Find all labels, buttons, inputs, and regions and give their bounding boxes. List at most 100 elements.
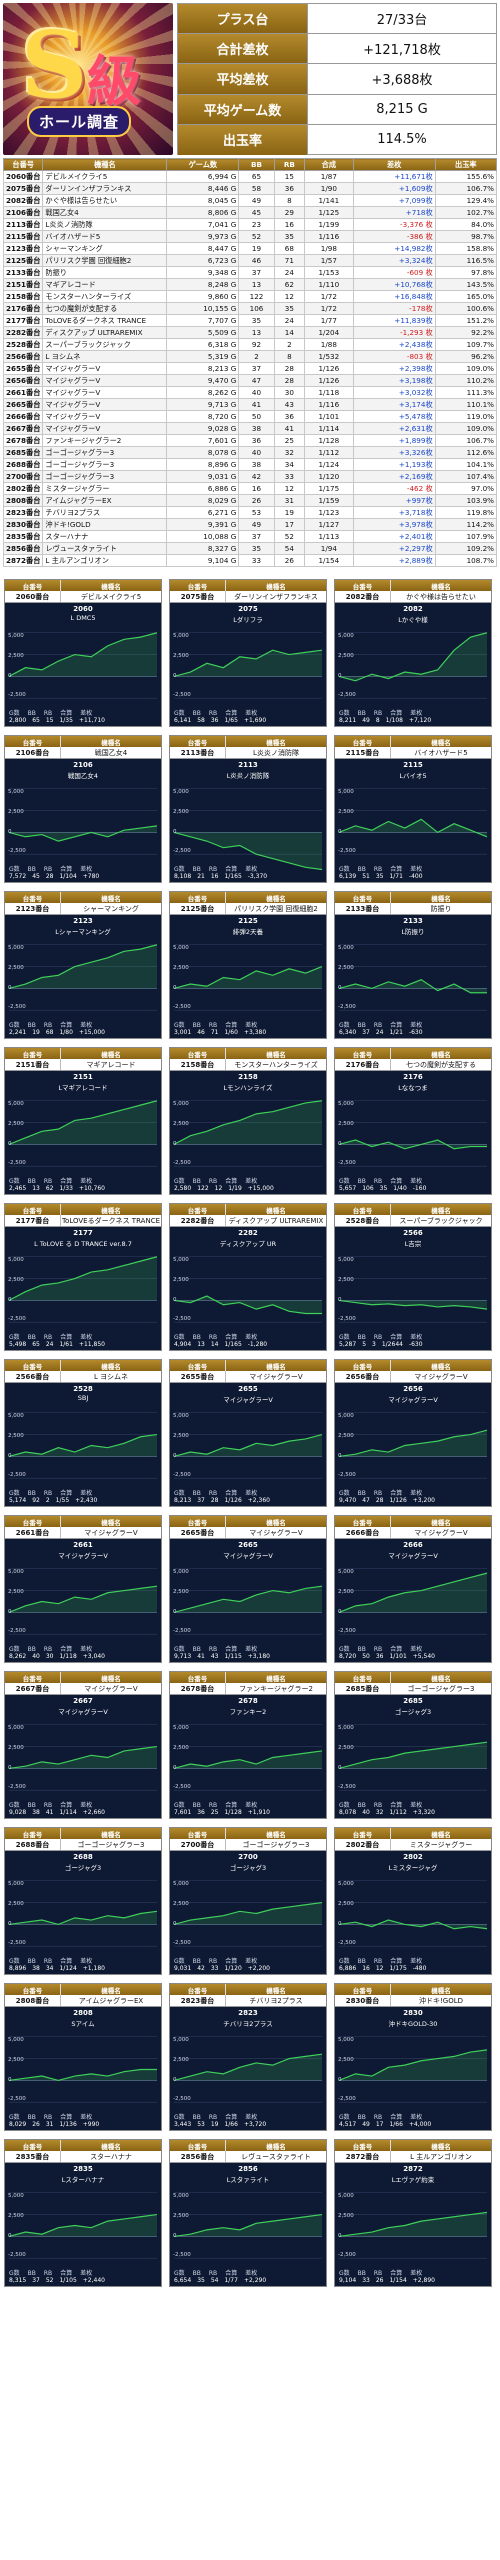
machine-card[interactable]: 台番号 機種名 2667番台 マイジャグラーV 2667 マイジャグラーV 5,000 2,5… [4,1671,162,1819]
table-row[interactable]: 2666番台 マイジャグラーV 8,720 G 50 36 1/101 +5,478枚 119… [2,410,498,423]
table-row[interactable]: 2113番台 L炎炎ノ消防隊 7,041 G 23 16 1/199 -3,376 枚 84.… [2,218,498,231]
table-cell: ディスクアップ ULTRAREMIX [42,326,168,339]
card-header: 台番号 機種名 [5,1048,161,1059]
stat-label: 合算 [390,2270,403,2277]
table-row[interactable]: 2123番台 シャーマンキング 8,447 G 19 68 1/98 +14,982枚 158… [2,242,498,255]
stat-value: 5,174 [9,1497,27,1504]
machine-card[interactable]: 台番号 機種名 2115番台 バイオハザード5 2115 Lバイオ5 5,000 2,500 0… [334,735,492,883]
machine-card[interactable]: 台番号 機種名 2688番台 ゴーゴージャグラー3 2688 ゴージャグ3 5,000 2,5… [4,1827,162,1975]
graph-stats-labels: G数 BB RB 合算 差枚 [339,1646,491,1653]
table-row[interactable]: 2688番台 ゴーゴージャグラー3 8,896 G 38 34 1/124 +1,193枚 1… [2,458,498,471]
graph-stats: G数 BB RB 合算 差枚 4,517 49 17 1/66 +4,000 [335,2114,491,2128]
table-cell: 24 [273,314,306,327]
machine-card[interactable]: 台番号 機種名 2125番台 パリリスク学園 回復細胞2 2125 緋弾2天養 5,000 2… [169,891,327,1039]
graph-machine-no: 2125 [238,917,258,925]
card-header: 台番号 機種名 [5,892,161,903]
machine-card[interactable]: 台番号 機種名 2177番台 ToLOVEるダークネス TRANCE 2177 L ToL… [4,1203,162,1351]
machine-card[interactable]: 台番号 機種名 2830番台 沖ドキ!GOLD 2830 沖ドキGOLD-30 5,000 2… [334,1983,492,2131]
table-cell: 38 [238,458,275,471]
table-row[interactable]: 2835番台 スターハナナ 10,088 G 37 52 1/113 +2,401枚 107.… [2,530,498,543]
axis-label-zero: 0 [173,829,177,836]
machine-card[interactable]: 台番号 機種名 2282番台 ディスクアップ ULTRAREMIX 2282 ディスクアッ… [169,1203,327,1351]
machine-card[interactable]: 台番号 機種名 2872番台 L 主ルアンゴリオン 2872 Lエヴァゲ約束 5,000 2,… [334,2139,492,2287]
table-row[interactable]: 2115番台 バイオハザード5 9,973 G 52 35 1/116 -386 枚 98.7… [2,230,498,243]
banner-subtitle: ホール調査 [27,106,132,137]
table-row[interactable]: 2176番台 七つの魔剣が支配する 10,155 G 106 35 1/72 -178枚 10… [2,302,498,315]
card-info: 2151番台 マギアレコード [5,1059,161,1071]
machine-card[interactable]: 台番号 機種名 2566番台 L ヨシムネ 2528 SBJ 5,000 2,500 0 -2,5… [4,1359,162,1507]
axis-label-top: 5,000 [173,2036,189,2043]
stat-value: 19 [32,1029,40,1036]
table-cell: 92 [238,338,275,351]
graph-stats: G数 BB RB 合算 差枚 8,029 26 31 1/136 +990 [5,2114,161,2128]
table-row[interactable]: 2656番台 マイジャグラーV 9,470 G 47 28 1/126 +3,198枚 110… [2,374,498,387]
table-cell: 9,860 G [166,290,240,303]
table-row[interactable]: 2282番台 ディスクアップ ULTRAREMIX 5,509 G 13 14 1/204… [2,326,498,339]
table-row[interactable]: 2106番台 戦国乙女4 8,806 G 45 29 1/125 +718枚 102.7% [2,206,498,219]
slump-line [8,2068,157,2082]
table-row[interactable]: 2655番台 マイジャグラーV 8,213 G 37 28 1/126 +2,398枚 109… [2,362,498,375]
slump-graph-svg [8,1256,158,1323]
machine-card[interactable]: 台番号 機種名 2678番台 ファンキージャグラー2 2678 ファンキー2 5,000 2,… [169,1671,327,1819]
table-row[interactable]: 2075番台 ダーリンインザフランキス 8,446 G 58 36 1/90 +1,609枚… [2,182,498,195]
table-row[interactable]: 2158番台 モンスターハンターライズ 9,860 G 122 12 1/72 +16,84… [2,290,498,303]
table-row[interactable]: 2060番台 デビルメイクライ5 6,994 G 65 15 1/87 +11,671枚 15… [2,170,498,183]
slump-graph-svg [338,1100,487,1167]
table-row[interactable]: 2082番台 かぐや様は告らせたい 8,045 G 49 8 1/141 +7,099枚 12… [2,194,498,207]
card-machine-name: マイジャグラーV [414,1528,468,1537]
table-row[interactable]: 2808番台 アイムジャグラーEX 8,029 G 26 31 1/159 +997枚 103… [2,494,498,507]
graph-stats: G数 BB RB 合算 差枚 7,572 45 28 1/104 +780 [5,866,161,880]
machine-card[interactable]: 台番号 機種名 2082番台 かぐや様は告らせたい 2082 Lかぐや様 5,000 2,50… [334,579,492,727]
table-row[interactable]: 2700番台 ゴーゴージャグラー3 9,031 G 42 33 1/120 +2,169枚 1… [2,470,498,483]
machine-card[interactable]: 台番号 機種名 2823番台 チバリヨ2プラス 2823 チバリヨ2プラス 5,000 2,5… [169,1983,327,2131]
machine-card[interactable]: 台番号 機種名 2075番台 ダーリンインザフランキス 2075 Lダリフラ 5,000 2,… [169,579,327,727]
table-row[interactable]: 2566番台 L ヨシムネ 5,319 G 2 8 1/532 -803 枚 96.2% [2,350,498,363]
table-row[interactable]: 2667番台 マイジャグラーV 9,028 G 38 41 1/114 +2,631枚 109… [2,422,498,435]
table-cell: ミスタージャグラー [42,482,168,495]
table-cell: 116.5% [434,254,498,267]
machine-card[interactable]: 台番号 機種名 2655番台 マイジャグラーV 2655 マイジャグラーV 5,000 2,5… [169,1359,327,1507]
table-row[interactable]: 2685番台 ゴーゴージャグラー3 8,078 G 40 32 1/112 +3,326枚 1… [2,446,498,459]
machine-card[interactable]: 台番号 機種名 2158番台 モンスターハンターライズ 2158 Lモンハンライズ 5,00… [169,1047,327,1195]
machine-card[interactable]: 台番号 機種名 2656番台 マイジャグラーV 2656 マイジャグラーV 5,000 2,5… [334,1359,492,1507]
machine-card[interactable]: 台番号 機種名 2835番台 スターハナナ 2835 Lスターハナナ 5,000 2,500 0… [4,2139,162,2287]
machine-card[interactable]: 台番号 機種名 2856番台 レヴュースタァライト 2856 Lスタァライト 5,000 2,… [169,2139,327,2287]
table-cell: バイオハザード5 [42,230,168,243]
table-cell: 106.7% [434,182,498,195]
machine-card[interactable]: 台番号 機種名 2113番台 L炎炎ノ消防隊 2113 L炎炎ノ消防隊 5,000 2,500… [169,735,327,883]
table-row[interactable]: 2678番台 ファンキージャグラー2 7,601 G 36 25 1/128 +1,899枚… [2,434,498,447]
machine-card[interactable]: 台番号 機種名 2151番台 マギアレコード 2151 Lマギアレコード 5,000 2,50… [4,1047,162,1195]
machine-card[interactable]: 台番号 機種名 2528番台 スーパーブラックジャック 2566 L吉宗 5,000 2,50… [334,1203,492,1351]
machine-card[interactable]: 台番号 機種名 2665番台 マイジャグラーV 2665 マイジャグラーV 5,000 2,5… [169,1515,327,1663]
table-row[interactable]: 2665番台 マイジャグラーV 9,713 G 41 43 1/116 +3,174枚 110… [2,398,498,411]
axis-label-low: -2,500 [173,1003,191,1010]
table-row[interactable]: 2823番台 チバリヨ2プラス 6,271 G 53 19 1/123 +3,718枚 119… [2,506,498,519]
table-row[interactable]: 2125番台 パリリスク学園 回復細胞2 6,723 G 46 71 1/57 +3,324… [2,254,498,267]
table-row[interactable]: 2830番台 沖ドキ!GOLD 9,391 G 49 17 1/127 +3,978枚 114… [2,518,498,531]
machine-card[interactable]: 台番号 機種名 2700番台 ゴーゴージャグラー3 2700 ゴージャグ3 5,000 2,5… [169,1827,327,1975]
machine-card[interactable]: 台番号 機種名 2106番台 戦国乙女4 2106 戦国乙女4 5,000 2,500 0 -2,… [4,735,162,883]
machine-card[interactable]: 台番号 機種名 2802番台 ミスタージャグラー 2802 Lミスタージャグ 5,000 2,… [334,1827,492,1975]
table-row[interactable]: 2856番台 レヴュースタァライト 8,327 G 35 54 1/94 +2,297枚 10… [2,542,498,555]
card-machine-no: 2113番台 [170,747,226,758]
machine-card[interactable]: 台番号 機種名 2661番台 マイジャグラーV 2661 マイジャグラーV 5,000 2,5… [4,1515,162,1663]
machine-card[interactable]: 台番号 機種名 2666番台 マイジャグラーV 2666 マイジャグラーV 5,000 2,5… [334,1515,492,1663]
table-row[interactable]: 2177番台 ToLOVEるダークネス TRANCE 7,707 G 35 24 1/77… [2,314,498,327]
table-cell: 104.1% [434,458,498,471]
card-header-no: 台番号 [170,1048,226,1059]
slump-area [9,1434,157,1457]
machine-card[interactable]: 台番号 機種名 2808番台 アイムジャグラーEX 2808 Sアイム 5,000 2,500… [4,1983,162,2131]
table-row[interactable]: 2802番台 ミスタージャグラー 6,886 G 16 12 1/175 -462 枚 97.… [2,482,498,495]
machine-card[interactable]: 台番号 機種名 2685番台 ゴーゴージャグラー3 2685 ゴージャグ3 5,000 2,5… [334,1671,492,1819]
table-cell: 1/98 [304,242,354,255]
machine-card[interactable]: 台番号 機種名 2133番台 防振り 2133 L防振り 5,000 2,500 0 -2,500… [334,891,492,1039]
table-row[interactable]: 2528番台 スーパーブラックジャック 6,318 G 92 2 1/88 +2,438枚 1… [2,338,498,351]
table-row[interactable]: 2872番台 L 主ルアンゴリオン 9,104 G 33 26 1/154 +2,889枚 1… [2,554,498,567]
machine-card[interactable]: 台番号 機種名 2123番台 シャーマンキング 2123 Lシャーマンキング 5,000 2,… [4,891,162,1039]
table-row[interactable]: 2151番台 マギアレコード 8,248 G 13 62 1/110 +10,768枚 143… [2,278,498,291]
table-row[interactable]: 2133番台 防振り 9,348 G 37 24 1/153 -609 枚 97.8% [2,266,498,279]
stat-value: 7,601 [174,1809,192,1816]
machine-card[interactable]: 台番号 機種名 2176番台 七つの魔剣が支配する 2176 Lななつま 5,000 2,50… [334,1047,492,1195]
table-row[interactable]: 2661番台 マイジャグラーV 8,262 G 40 30 1/118 +3,032枚 111… [2,386,498,399]
machine-card[interactable]: 台番号 機種名 2060番台 デビルメイクライ5 2060 L DMC5 5,000 2,50… [4,579,162,727]
